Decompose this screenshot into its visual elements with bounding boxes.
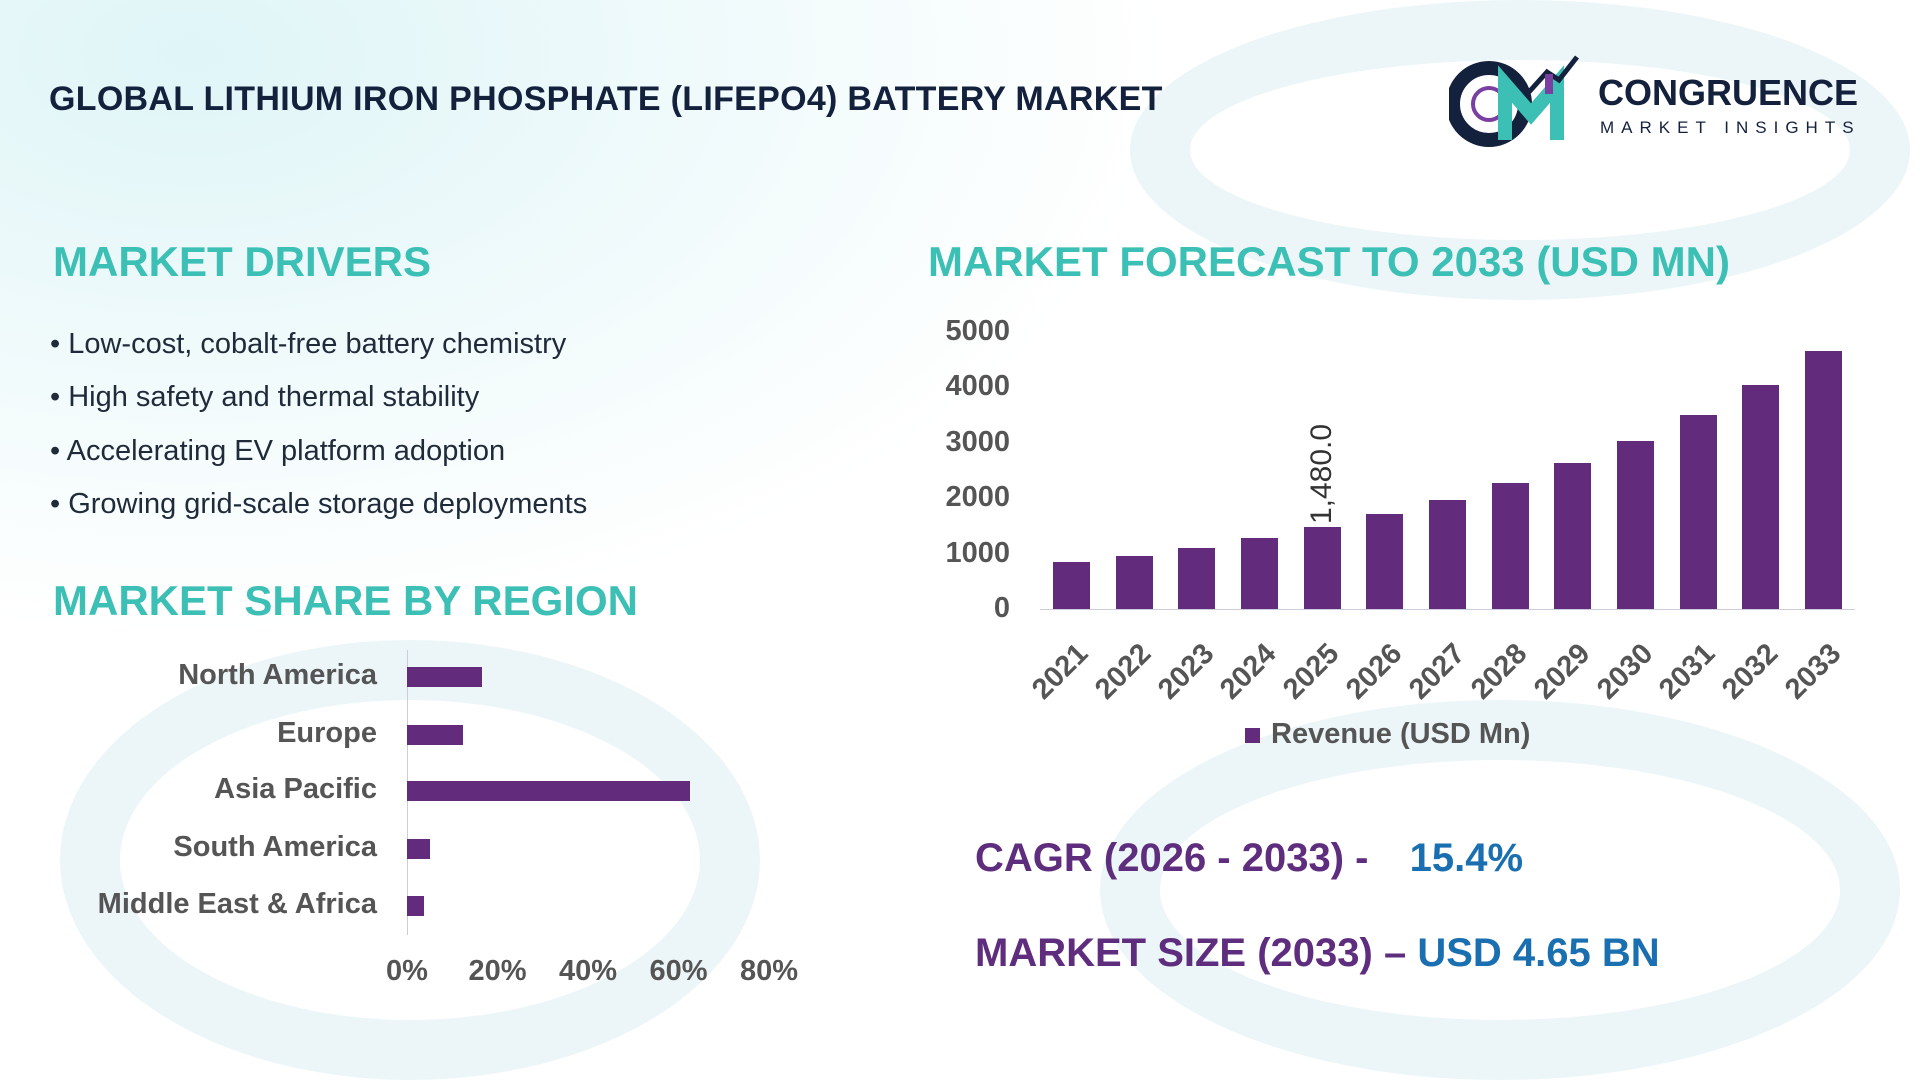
y-tick-label: 0 [993, 592, 1010, 624]
region-heading: MARKET SHARE BY REGION [53, 577, 638, 624]
logo-tagline: MARKET INSIGHTS [1600, 118, 1861, 137]
forecast-bar [1805, 351, 1843, 609]
x-tick-label: 20% [468, 955, 527, 987]
region-bar [407, 667, 482, 687]
forecast-bar [1052, 562, 1090, 609]
forecast-bar [1303, 527, 1341, 609]
x-tick-label: 2031 [1653, 637, 1722, 706]
category-label: Asia Pacific [214, 773, 377, 805]
logo-name: CONGRUENCE [1598, 72, 1859, 113]
x-tick-label: 2024 [1214, 637, 1283, 706]
driver-item: • High safety and thermal stability [50, 381, 480, 413]
background-swirl [1100, 700, 1900, 1080]
category-label: South America [173, 831, 377, 863]
y-tick-label: 2000 [945, 481, 1010, 514]
axis-line [1040, 609, 1855, 610]
forecast-bar [1429, 499, 1466, 609]
category-label: North America [178, 659, 377, 691]
forecast-bar [1679, 415, 1717, 609]
market-size-label: MARKET SIZE (2033) – [975, 931, 1407, 975]
logo-mark-icon [1449, 55, 1579, 147]
data-label: 1,480.0 [1305, 423, 1339, 525]
x-tick-label: 80% [739, 955, 799, 987]
forecast-bar [1617, 441, 1655, 609]
forecast-bar [1742, 385, 1780, 609]
page-title: GLOBAL LITHIUM IRON PHOSPHATE (LIFEPO4) … [49, 80, 1163, 118]
legend-swatch [1245, 728, 1260, 743]
y-tick-label: 1000 [945, 536, 1010, 569]
x-tick-label: 0% [386, 955, 428, 987]
region-bar [407, 725, 463, 745]
market-size-kpi: MARKET SIZE (2033) – USD 4.65 BN [975, 931, 1660, 976]
y-tick-label: 5000 [945, 315, 1010, 347]
x-tick-label: 2029 [1527, 637, 1597, 706]
x-tick-label: 2025 [1277, 637, 1346, 706]
legend-label: Revenue (USD Mn) [1271, 718, 1531, 750]
x-tick-label: 2028 [1465, 637, 1534, 706]
region-bar [407, 896, 425, 916]
x-tick-label: 2027 [1402, 637, 1471, 706]
drivers-heading: MARKET DRIVERS [53, 238, 432, 285]
category-label: Middle East & Africa [97, 888, 377, 920]
forecast-bar [1491, 482, 1529, 609]
region-bar [407, 781, 690, 801]
forecast-bar [1115, 555, 1153, 609]
y-tick-label: 4000 [945, 370, 1010, 403]
forecast-heading: MARKET FORECAST TO 2033 (USD MN) [928, 238, 1730, 285]
x-tick-label: 2030 [1590, 637, 1659, 706]
logo: CONGRUENCE MARKET INSIGHTS [1449, 52, 1909, 147]
category-label: Europe [277, 717, 377, 749]
cagr-kpi: CAGR (2026 - 2033) - 15.4% [975, 836, 1523, 881]
x-tick-label: 40% [558, 955, 618, 987]
x-tick-label: 2021 [1026, 637, 1095, 706]
x-tick-label: 2026 [1339, 637, 1409, 706]
forecast-bar [1178, 547, 1216, 609]
x-tick-label: 2023 [1151, 637, 1221, 706]
x-tick-label: 2033 [1778, 637, 1847, 706]
region-bar [407, 839, 430, 859]
market-size-value: USD 4.65 BN [1417, 931, 1660, 975]
x-tick-label: 2022 [1089, 637, 1158, 706]
forecast-bar [1366, 514, 1404, 609]
x-tick-label: 60% [649, 955, 708, 987]
forecast-bar [1554, 463, 1592, 609]
cagr-label: CAGR (2026 - 2033) - [975, 836, 1369, 880]
driver-item: • Accelerating EV platform adoption [50, 435, 506, 467]
forecast-bar [1240, 538, 1278, 609]
driver-item: • Low-cost, cobalt-free battery chemistr… [50, 328, 567, 360]
y-tick-label: 3000 [945, 425, 1010, 458]
x-tick-label: 2032 [1716, 637, 1785, 706]
cagr-value: 15.4% [1409, 836, 1524, 880]
driver-item: • Growing grid-scale storage deployments [50, 488, 588, 520]
